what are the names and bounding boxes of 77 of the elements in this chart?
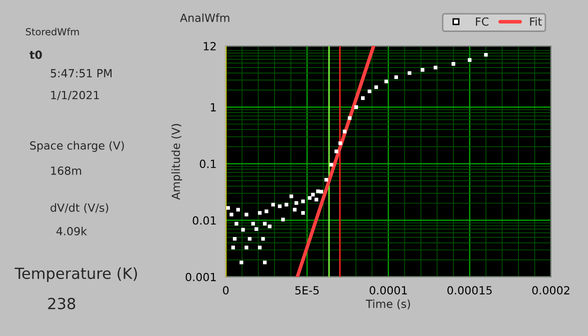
point	[468, 58, 472, 62]
point	[342, 130, 346, 134]
chart-title: AnalWfm	[180, 13, 230, 22]
point	[262, 222, 267, 226]
point	[261, 236, 265, 241]
point	[281, 218, 285, 222]
point	[394, 75, 398, 80]
point	[231, 246, 235, 250]
text: Temperature (K)	[14, 267, 137, 282]
point	[278, 204, 282, 208]
text: 238	[48, 298, 76, 310]
point	[452, 62, 456, 66]
point	[368, 89, 372, 94]
point	[301, 200, 305, 204]
point	[230, 212, 234, 216]
point	[248, 236, 252, 241]
point	[361, 96, 365, 100]
point	[311, 192, 315, 196]
x-tick-label: 0	[222, 286, 229, 294]
point	[244, 212, 248, 216]
point	[264, 209, 268, 214]
x-tick-label: 0.00015	[447, 286, 492, 294]
y-tick-label: 0.1	[200, 160, 216, 168]
point	[284, 202, 288, 206]
point	[258, 246, 262, 250]
point	[420, 68, 424, 72]
y-tick-label: 1	[210, 103, 216, 112]
point	[384, 80, 388, 84]
y-tick-label: 0.001	[186, 272, 216, 282]
point	[251, 222, 255, 226]
point	[271, 202, 275, 206]
legend-label: FC	[476, 17, 488, 26]
point	[301, 211, 305, 215]
point	[329, 162, 334, 167]
point	[232, 236, 237, 241]
text: Space charge (V)	[30, 141, 124, 152]
x-tick-label: 0.0001	[370, 286, 407, 294]
point	[236, 208, 240, 212]
point	[244, 246, 248, 250]
point	[316, 189, 320, 194]
y-tick-label: 12	[204, 42, 216, 50]
y-axis-title: Amplitude (V)	[171, 124, 182, 200]
point	[324, 178, 328, 182]
point	[234, 222, 238, 226]
point	[240, 260, 244, 264]
point	[226, 206, 230, 210]
text: StoredWfm	[26, 28, 79, 36]
point	[262, 260, 267, 264]
legend-label: Fit	[530, 17, 542, 26]
x-tick-label: 5E-5	[295, 286, 319, 294]
point	[294, 201, 298, 205]
point	[348, 116, 352, 120]
text: dV/dt (V/s)	[50, 203, 108, 214]
point	[268, 224, 272, 228]
point	[354, 105, 358, 109]
text: 168m	[51, 166, 82, 175]
point	[334, 150, 338, 154]
point	[408, 71, 412, 75]
point	[241, 228, 245, 232]
point	[319, 190, 324, 194]
point	[258, 211, 262, 215]
text: 4.09k	[56, 226, 87, 236]
point	[374, 85, 378, 90]
point	[254, 227, 258, 231]
point	[292, 208, 297, 212]
point	[308, 196, 312, 200]
point	[484, 52, 488, 57]
point	[338, 141, 342, 146]
text: 1/1/2021	[51, 90, 99, 100]
point	[434, 66, 438, 70]
x-axis-title: Time (s)	[366, 299, 410, 310]
x-tick-label: 0.0002	[532, 286, 570, 294]
point	[314, 198, 318, 202]
text: t0	[30, 50, 42, 59]
y-tick-label: 0.01	[192, 216, 216, 225]
point	[289, 194, 294, 198]
text: 5:47:51 PM	[50, 69, 112, 78]
